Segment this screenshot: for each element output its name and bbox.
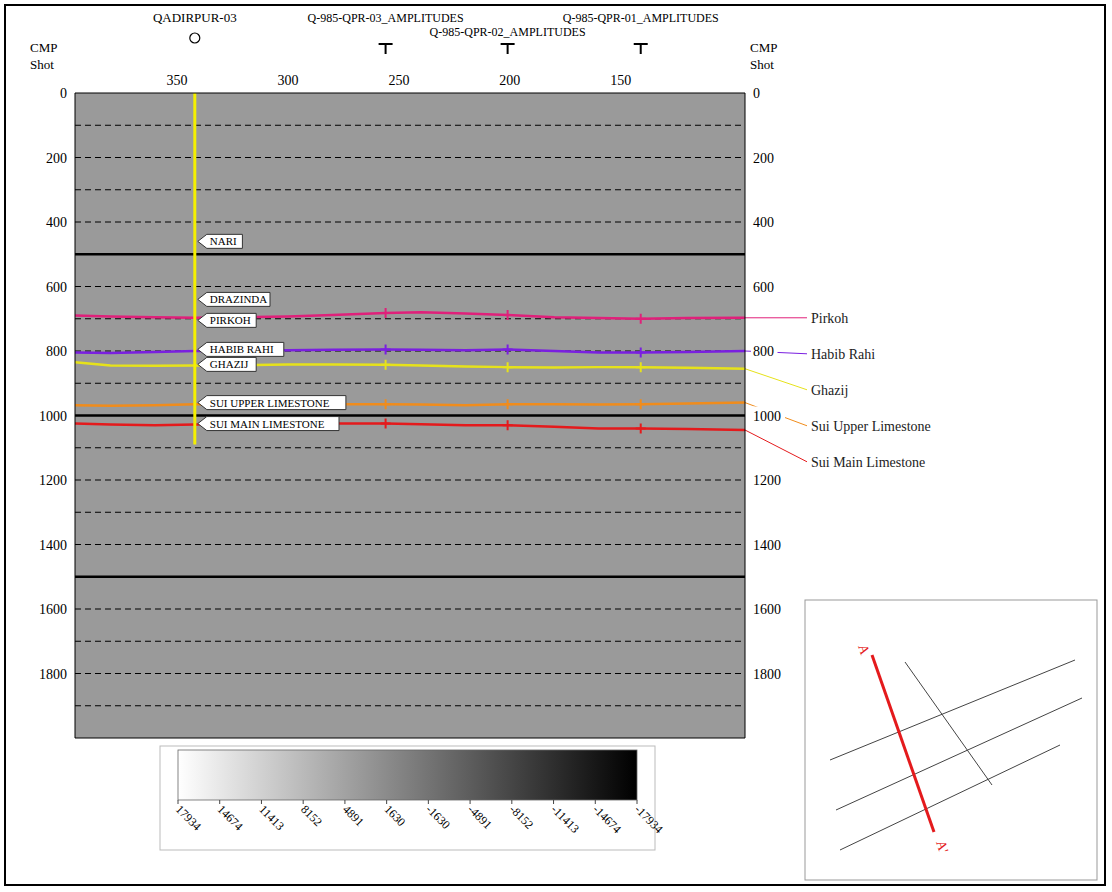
svg-text:CMP: CMP [30,40,57,55]
svg-text:150: 150 [610,73,631,88]
svg-text:DRAZINDA: DRAZINDA [210,293,267,305]
svg-text:SUI MAIN LIMESTONE: SUI MAIN LIMESTONE [210,418,325,430]
svg-text:1400: 1400 [39,538,67,553]
svg-text:SUI UPPER LIMESTONE: SUI UPPER LIMESTONE [210,397,330,409]
svg-text:Sui Main Limestone: Sui Main Limestone [811,455,925,470]
svg-text:1000: 1000 [753,409,781,424]
svg-text:-11413: -11413 [548,802,582,836]
svg-text:-1630: -1630 [423,802,453,832]
svg-text:Habib Rahi: Habib Rahi [811,347,875,362]
svg-text:1000: 1000 [39,409,67,424]
svg-text:1600: 1600 [39,602,67,617]
svg-text:A': A' [933,838,951,855]
svg-text:200: 200 [753,151,774,166]
svg-text:-4891: -4891 [465,802,495,832]
svg-text:4891: 4891 [340,802,367,829]
svg-text:-17934: -17934 [632,802,666,836]
svg-text:600: 600 [46,280,67,295]
svg-text:Shot: Shot [750,57,774,72]
svg-text:300: 300 [277,73,298,88]
svg-text:1600: 1600 [753,602,781,617]
svg-text:17934: 17934 [173,802,204,833]
svg-text:Ghazij: Ghazij [811,383,848,398]
svg-text:Shot: Shot [30,57,54,72]
svg-text:Pirkoh: Pirkoh [811,311,848,326]
svg-text:250: 250 [388,73,409,88]
svg-text:A: A [855,642,873,657]
svg-text:Sui Upper Limestone: Sui Upper Limestone [811,419,931,434]
svg-text:CMP: CMP [750,40,777,55]
svg-text:-8152: -8152 [507,802,537,832]
svg-text:11413: 11413 [256,802,287,833]
svg-text:400: 400 [753,215,774,230]
svg-text:1400: 1400 [753,538,781,553]
svg-text:1800: 1800 [39,667,67,682]
svg-text:Q-985-QPR-02_AMPLITUDES: Q-985-QPR-02_AMPLITUDES [430,25,586,39]
svg-text:800: 800 [46,344,67,359]
svg-text:Q-985-QPR-03_AMPLITUDES: Q-985-QPR-03_AMPLITUDES [308,11,464,25]
svg-text:800: 800 [753,344,774,359]
svg-text:1800: 1800 [753,667,781,682]
svg-text:350: 350 [167,73,188,88]
svg-text:600: 600 [753,280,774,295]
svg-text:1200: 1200 [753,473,781,488]
svg-text:400: 400 [46,215,67,230]
svg-text:GHAZIJ: GHAZIJ [210,358,249,370]
svg-text:14674: 14674 [215,802,246,833]
svg-text:200: 200 [46,151,67,166]
svg-text:QADIRPUR-03: QADIRPUR-03 [153,10,237,25]
svg-text:PIRKOH: PIRKOH [210,314,251,326]
svg-text:NARI: NARI [210,235,237,247]
svg-text:1630: 1630 [382,802,409,829]
svg-text:0: 0 [60,86,67,101]
svg-text:HABIB RAHI: HABIB RAHI [210,343,274,355]
svg-text:8152: 8152 [298,802,325,829]
svg-text:-14674: -14674 [590,802,624,836]
svg-text:0: 0 [753,86,760,101]
svg-text:200: 200 [499,73,520,88]
svg-text:1200: 1200 [39,473,67,488]
svg-text:Q-985-QPR-01_AMPLITUDES: Q-985-QPR-01_AMPLITUDES [563,11,719,25]
